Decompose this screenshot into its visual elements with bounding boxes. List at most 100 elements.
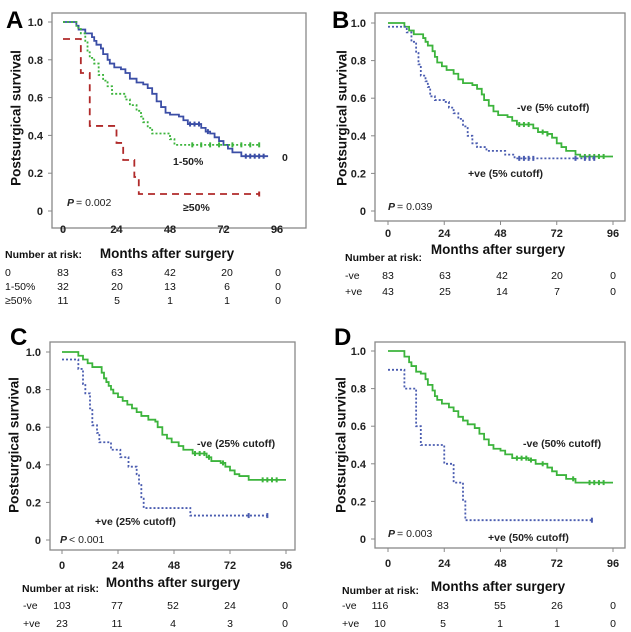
panel-c: C Postsurgical survival Months after surge… xyxy=(7,324,296,630)
p-symbol: P xyxy=(67,197,75,209)
risk-value: 4 xyxy=(170,618,176,630)
risk-value: 11 xyxy=(112,618,123,630)
x-tick-label: 48 xyxy=(164,224,176,236)
x-tick-label: 0 xyxy=(385,558,391,570)
y-axis-label: Postsurgical survival xyxy=(334,377,349,513)
risk-value: 26 xyxy=(551,600,563,612)
y-tick-label: 0.2 xyxy=(351,496,366,508)
risk-value: 10 xyxy=(374,618,386,630)
survival-curve-0 xyxy=(62,351,286,481)
p-value-text: = 0.003 xyxy=(397,528,432,540)
series-label: +ve (5% cutoff) xyxy=(468,168,543,180)
x-tick-label: 48 xyxy=(494,228,506,240)
p-symbol: P xyxy=(388,528,396,540)
risk-value: 1 xyxy=(167,295,173,307)
y-tick-label: 0.8 xyxy=(351,56,366,68)
y-axis-label: Postsurgical survival xyxy=(7,377,22,513)
risk-row-label: 0 xyxy=(5,267,11,279)
x-axis-label: Months after surgery xyxy=(106,575,241,590)
risk-value: 25 xyxy=(439,286,451,298)
panel-a: A Postsurgical survival Months after surge… xyxy=(5,7,307,307)
risk-value: 0 xyxy=(282,618,288,630)
x-tick-label: 72 xyxy=(551,558,563,570)
risk-value: 103 xyxy=(53,600,71,612)
y-tick-label: 0 xyxy=(360,206,366,218)
risk-value: 13 xyxy=(164,281,176,293)
panel-d: D Postsurgical survival Months after surge… xyxy=(334,324,626,630)
risk-value: 0 xyxy=(610,286,616,298)
y-axis-label: Postsurgical survival xyxy=(335,50,350,186)
panel-b: B Postsurgical survival Months after surge… xyxy=(332,7,626,298)
y-tick-label: 1.0 xyxy=(351,18,366,30)
x-tick-label: 48 xyxy=(494,558,506,570)
risk-value: 83 xyxy=(437,600,449,612)
risk-value: 20 xyxy=(221,267,233,279)
y-tick-label: 0.8 xyxy=(26,385,41,397)
plot-frame xyxy=(374,12,626,222)
risk-value: 0 xyxy=(275,281,281,293)
risk-value: 11 xyxy=(58,295,69,307)
x-tick-label: 96 xyxy=(607,558,619,570)
p-value-text: < 0.001 xyxy=(69,534,104,546)
panel-letter: C xyxy=(10,324,27,351)
y-tick-label: 0 xyxy=(35,535,41,547)
series-label: -ve (25% cutoff) xyxy=(197,438,275,450)
x-axis-label: Months after surgery xyxy=(431,579,566,594)
risk-value: 52 xyxy=(167,600,179,612)
risk-value: 42 xyxy=(164,267,176,279)
survival-curve-0 xyxy=(388,350,613,484)
risk-value: 83 xyxy=(57,267,69,279)
panel-letter: A xyxy=(6,7,23,34)
y-tick-label: 0.2 xyxy=(351,168,366,180)
risk-row-label: +ve xyxy=(23,618,40,630)
x-tick-label: 24 xyxy=(110,224,123,236)
y-tick-label: 0.6 xyxy=(28,93,43,105)
y-tick-label: 0 xyxy=(37,206,43,218)
survival-curve-0 xyxy=(388,22,613,158)
p-value: P < 0.001 xyxy=(60,534,105,546)
p-value-text: = 0.002 xyxy=(76,197,111,209)
risk-value: 6 xyxy=(224,281,230,293)
risk-value: 3 xyxy=(227,618,233,630)
x-tick-label: 24 xyxy=(438,558,451,570)
y-tick-label: 0.8 xyxy=(28,55,43,67)
y-axis-label: Postsurgical survival xyxy=(9,50,24,186)
series-label: -ve (5% cutoff) xyxy=(517,102,589,114)
p-value: P = 0.039 xyxy=(388,201,433,213)
risk-table-header: Number at risk: xyxy=(345,252,422,264)
y-tick-label: 0.4 xyxy=(26,460,42,472)
risk-value: 63 xyxy=(439,270,451,282)
risk-value: 43 xyxy=(382,286,394,298)
risk-row-label: +ve xyxy=(345,286,362,298)
survival-curve-1 xyxy=(62,358,268,517)
y-tick-label: 1.0 xyxy=(351,346,366,358)
x-tick-label: 24 xyxy=(438,228,451,240)
y-tick-label: 0.6 xyxy=(351,421,366,433)
risk-value: 0 xyxy=(610,618,616,630)
survival-curve-1 xyxy=(63,21,260,146)
risk-value: 0 xyxy=(282,600,288,612)
series-label: +ve (25% cutoff) xyxy=(95,516,176,528)
risk-value: 5 xyxy=(440,618,446,630)
p-value: P = 0.002 xyxy=(67,197,112,209)
risk-value: 0 xyxy=(610,600,616,612)
risk-value: 77 xyxy=(111,600,123,612)
risk-value: 83 xyxy=(382,270,394,282)
x-axis-label: Months after surgery xyxy=(431,242,566,257)
risk-value: 20 xyxy=(111,281,123,293)
risk-row-label: -ve xyxy=(23,600,38,612)
survival-curve-1 xyxy=(388,25,595,160)
risk-value: 0 xyxy=(275,295,281,307)
risk-value: 1 xyxy=(224,295,230,307)
plot-frame xyxy=(51,12,307,229)
risk-value: 5 xyxy=(114,295,120,307)
y-tick-label: 0.2 xyxy=(28,168,43,180)
risk-value: 42 xyxy=(496,270,508,282)
series-label: ≥50% xyxy=(183,202,210,214)
risk-table-header: Number at risk: xyxy=(342,585,419,597)
y-tick-label: 0.6 xyxy=(351,93,366,105)
series-label: -ve (50% cutoff) xyxy=(523,438,601,450)
y-tick-label: 0.8 xyxy=(351,384,366,396)
series-label: 0 xyxy=(282,152,288,164)
